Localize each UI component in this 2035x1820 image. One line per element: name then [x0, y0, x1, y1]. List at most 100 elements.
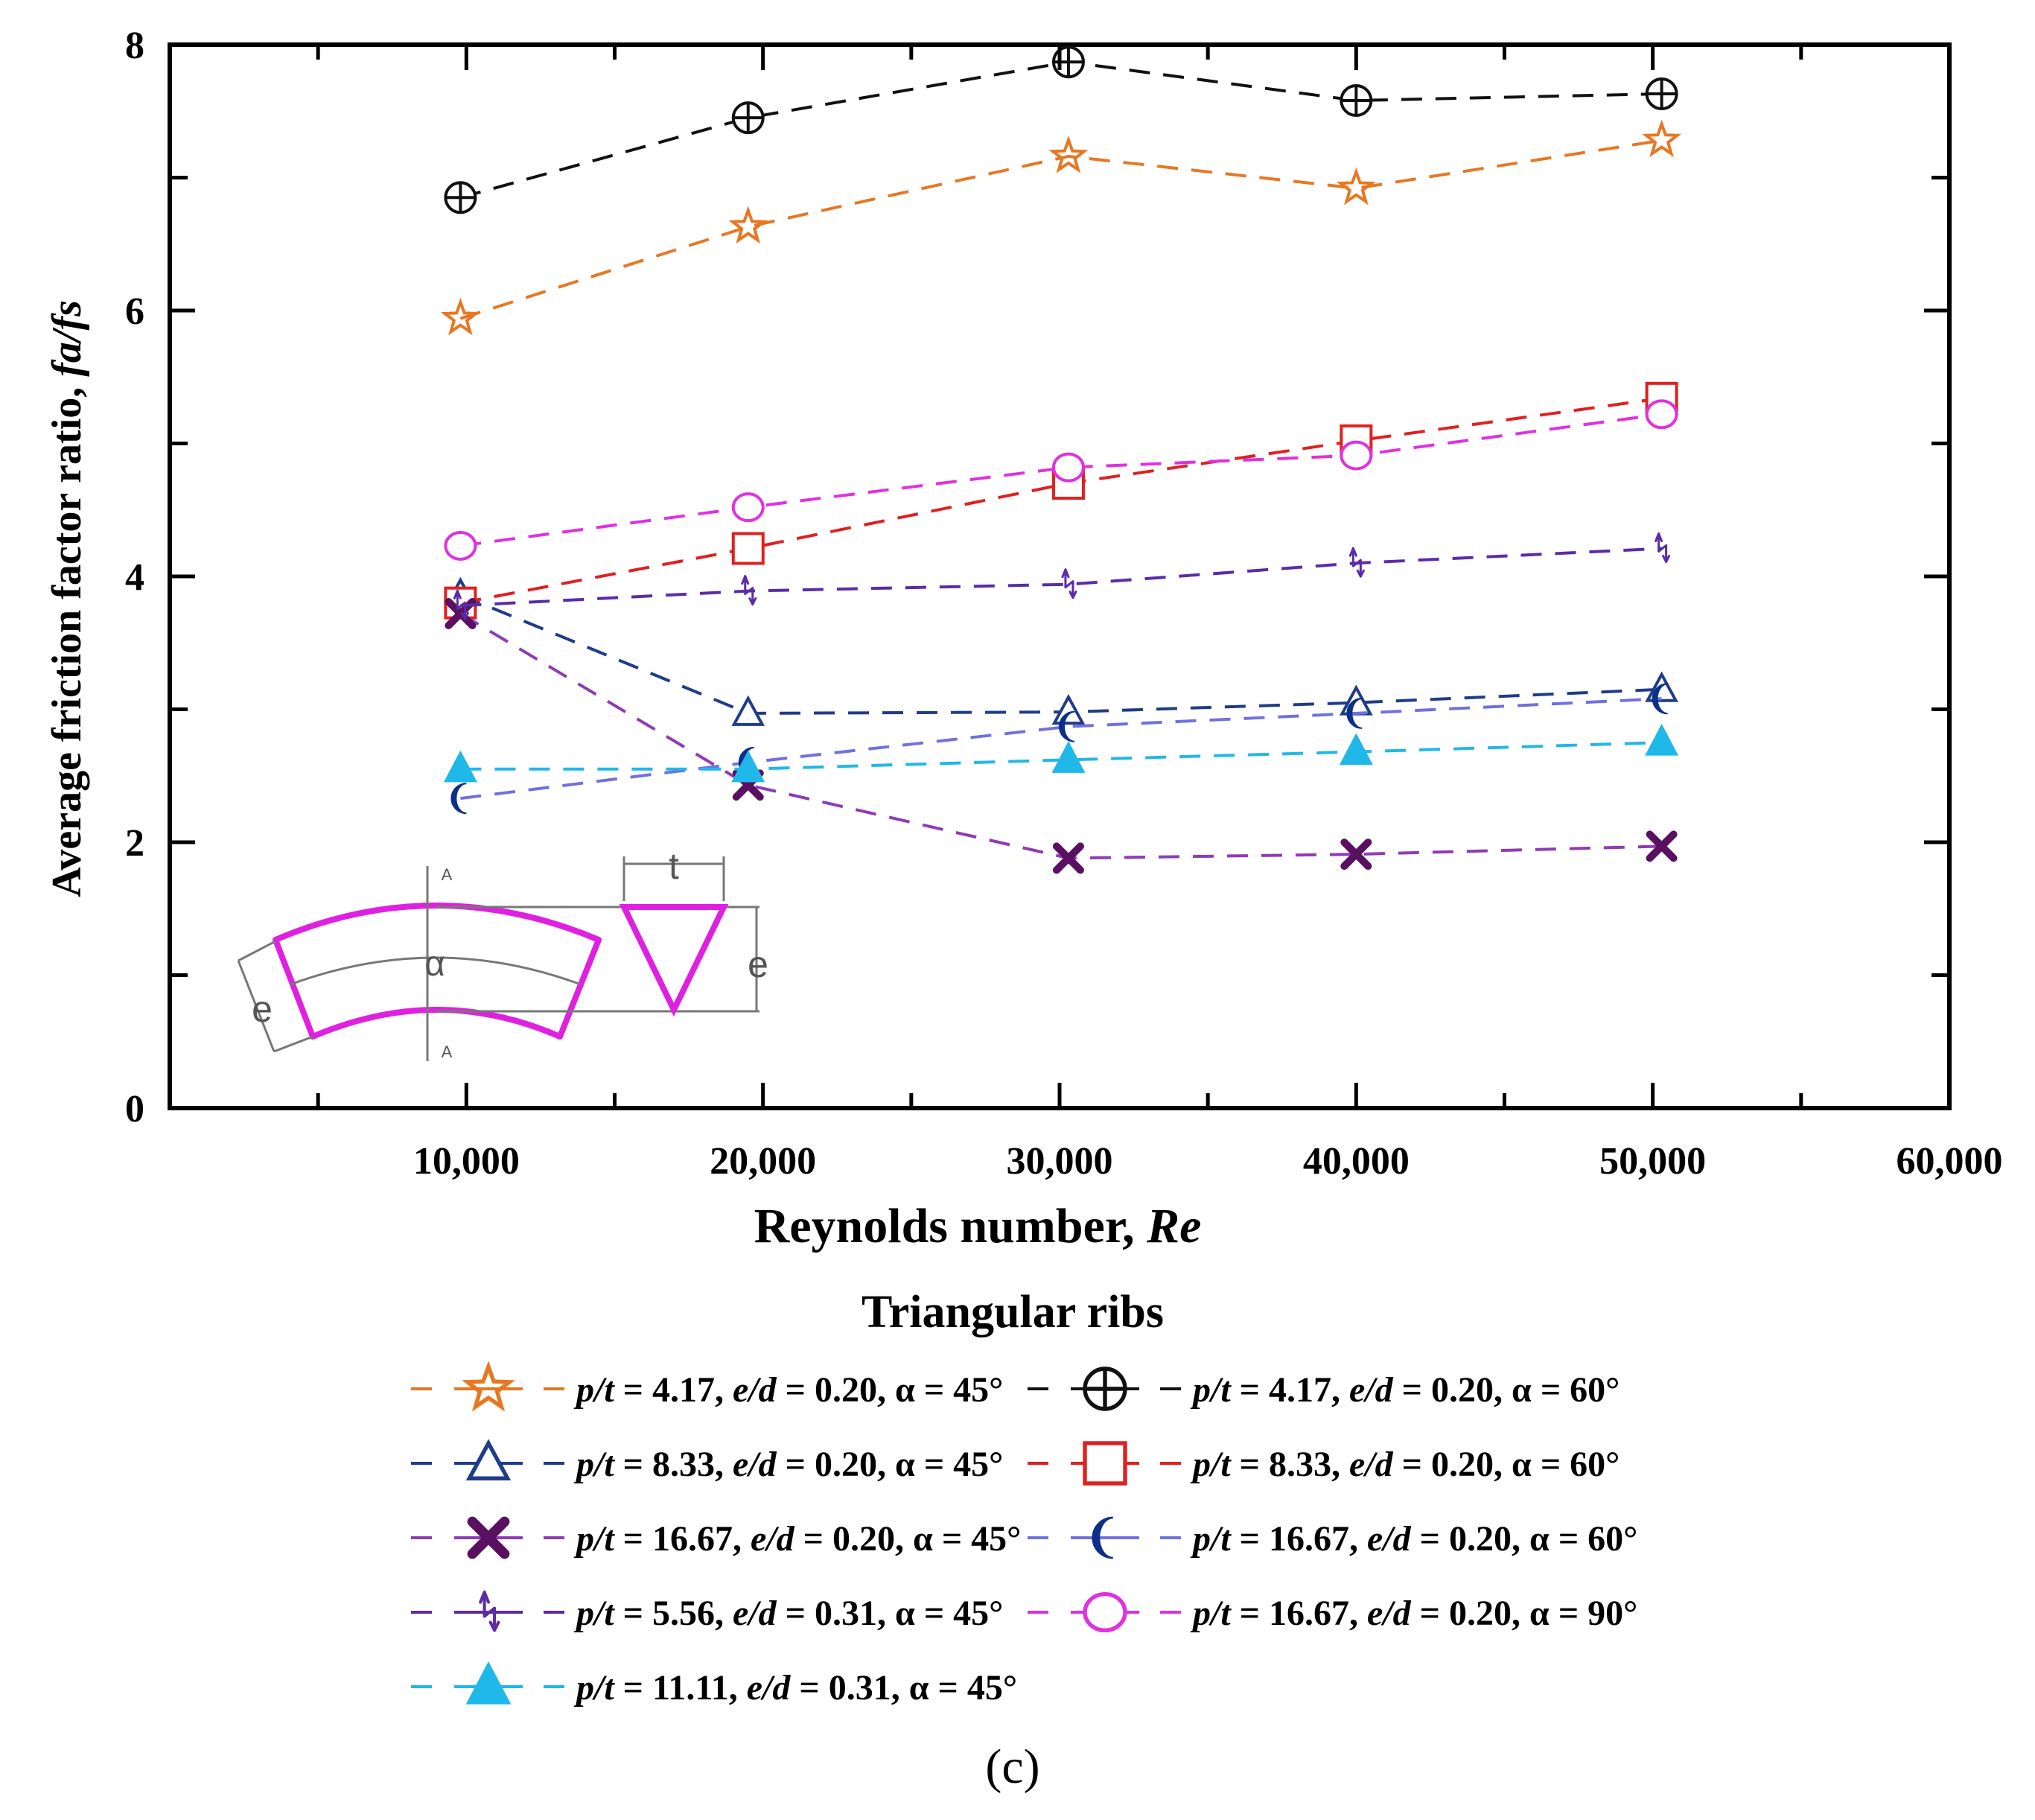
- data-point: [731, 492, 765, 523]
- series-0: [440, 119, 1682, 336]
- marker-triangle-filled: [465, 1661, 512, 1705]
- y-axis-title: Average friction factor ratio, fa/fs: [44, 300, 90, 897]
- series-line: [460, 413, 1662, 547]
- legend-label: p/t = 4.17, e/d = 0.20, α = 45°: [573, 1370, 1003, 1410]
- x-tick-label: 60,000: [1897, 1140, 2003, 1183]
- legend-label: p/t = 16.67, e/d = 0.20, α = 60°: [1190, 1519, 1637, 1559]
- data-point: [444, 181, 477, 214]
- legend-item: p/t = 16.67, e/d = 0.20, α = 45°: [411, 1516, 1021, 1559]
- legend-item: p/t = 8.33, e/d = 0.20, α = 45°: [411, 1439, 1003, 1484]
- x-axis-title: Reynolds number, Re: [754, 1199, 1202, 1253]
- inset-label-section-top: A: [442, 865, 453, 884]
- series-line: [459, 139, 1662, 320]
- series-line: [460, 741, 1662, 771]
- inset-label-section-bottom: A: [442, 1043, 453, 1061]
- x-tick-label: 30,000: [1007, 1140, 1113, 1183]
- data-point: [1645, 723, 1679, 756]
- data-point: [1646, 830, 1678, 862]
- legend-item: p/t = 5.56, e/d = 0.31, α = 45°: [411, 1590, 1003, 1633]
- series-line: [459, 612, 1662, 860]
- triangular-rib: [619, 904, 729, 1017]
- data-point: [1061, 568, 1077, 599]
- data-point: [1051, 693, 1086, 725]
- inset-label-e-right: e: [748, 944, 768, 985]
- y-tick-label: 8: [125, 25, 144, 67]
- marker-square-open: [1083, 1441, 1127, 1486]
- x-tick-label: 40,000: [1303, 1140, 1410, 1183]
- series-6: [453, 532, 1671, 620]
- marker-triangle-open: [465, 1439, 512, 1480]
- y-tick-label: 0: [125, 1088, 144, 1130]
- series-line: [460, 697, 1662, 801]
- data-point: [731, 750, 765, 783]
- legend-label: p/t = 11.11, e/d = 0.31, α = 45°: [573, 1668, 1017, 1708]
- data-point: [1652, 683, 1668, 715]
- data-point: [1645, 77, 1678, 111]
- e-dimension-line: [237, 960, 276, 1052]
- rib-geometry-inset: e α t e A A: [237, 845, 768, 1061]
- data-point: [1339, 733, 1373, 766]
- series-line: [460, 547, 1662, 608]
- series-1: [444, 45, 1678, 214]
- y-tick-label: 6: [125, 290, 144, 333]
- marker-star: [462, 1361, 515, 1412]
- data-point: [1340, 839, 1372, 871]
- data-point: [1348, 547, 1365, 578]
- x-tick-label: 20,000: [710, 1140, 816, 1183]
- legend-title: Triangular ribs: [862, 1287, 1164, 1337]
- data-point: [1642, 119, 1682, 158]
- data-point: [1655, 532, 1671, 564]
- data-point: [453, 589, 469, 620]
- legend-label: p/t = 8.33, e/d = 0.20, α = 60°: [1190, 1445, 1620, 1484]
- series-line: [460, 396, 1662, 605]
- data-point: [443, 750, 477, 783]
- data-point: [728, 206, 768, 244]
- data-point: [450, 783, 467, 815]
- subfigure-label: (c): [985, 1740, 1039, 1794]
- legend-label: p/t = 4.17, e/d = 0.20, α = 60°: [1190, 1370, 1620, 1410]
- series-3: [444, 381, 1678, 620]
- y-tick-label: 4: [125, 556, 144, 599]
- legend-label: p/t = 16.67, e/d = 0.20, α = 90°: [1190, 1594, 1637, 1633]
- legend-item: p/t = 16.67, e/d = 0.20, α = 60°: [1028, 1516, 1637, 1559]
- data-point: [1052, 842, 1084, 874]
- inset-label-t: t: [669, 845, 679, 887]
- legend: Triangular ribs p/t = 4.17, e/d = 0.20, α…: [411, 1287, 1637, 1794]
- series-2: [444, 576, 1678, 726]
- data-point: [1059, 710, 1075, 742]
- legend-item: p/t = 11.11, e/d = 0.31, α = 45°: [411, 1661, 1017, 1708]
- data-point: [1346, 697, 1363, 729]
- legend-label: p/t = 16.67, e/d = 0.20, α = 45°: [573, 1519, 1021, 1559]
- data-point: [1340, 440, 1373, 471]
- series-8: [443, 723, 1679, 783]
- series-line: [459, 60, 1662, 200]
- series-4: [445, 597, 1678, 874]
- e-dimension-tick: [273, 1035, 313, 1053]
- data-point: [741, 575, 757, 606]
- marker-crossed-circle: [1083, 1366, 1127, 1411]
- data-point: [444, 530, 477, 561]
- series-7: [444, 399, 1678, 561]
- data-point: [1051, 741, 1086, 773]
- series-5: [450, 683, 1668, 815]
- data-point: [1048, 136, 1089, 174]
- x-tick-label: 50,000: [1599, 1140, 1706, 1183]
- legend-label: p/t = 8.33, e/d = 0.20, α = 45°: [573, 1445, 1003, 1484]
- axes: 10,000 20,000 30,000 40,000 50,000 60,000 0 2 4 6…: [44, 25, 2003, 1253]
- data-point: [1336, 167, 1376, 206]
- series-lines: [440, 45, 1682, 874]
- e-dimension-tick: [238, 940, 276, 962]
- legend-label: p/t = 5.56, e/d = 0.31, α = 45°: [573, 1594, 1003, 1633]
- series-line: [459, 594, 1662, 715]
- legend-item: p/t = 4.17, e/d = 0.20, α = 45°: [411, 1361, 1003, 1412]
- alpha-arc: [290, 956, 582, 986]
- curved-rib-section: [273, 903, 602, 1040]
- data-point: [1340, 83, 1373, 117]
- marker-circle-open: [1083, 1591, 1127, 1633]
- inset-label-e-left: e: [252, 988, 273, 1030]
- x-tick-label: 10,000: [413, 1140, 520, 1183]
- inset-label-alpha: α: [424, 944, 445, 984]
- data-point: [1051, 452, 1085, 483]
- data-point: [1645, 399, 1678, 430]
